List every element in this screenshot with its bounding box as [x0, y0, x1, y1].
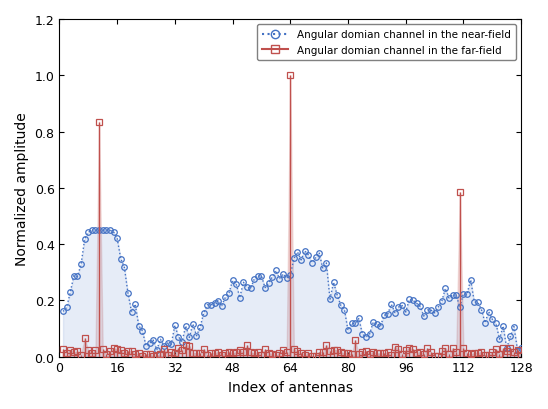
Y-axis label: Normalized amplitude: Normalized amplitude: [15, 112, 29, 265]
Legend: Angular domian channel in the near-field, Angular domian channel in the far-fiel: Angular domian channel in the near-field…: [257, 25, 516, 61]
X-axis label: Index of antennas: Index of antennas: [228, 380, 353, 394]
